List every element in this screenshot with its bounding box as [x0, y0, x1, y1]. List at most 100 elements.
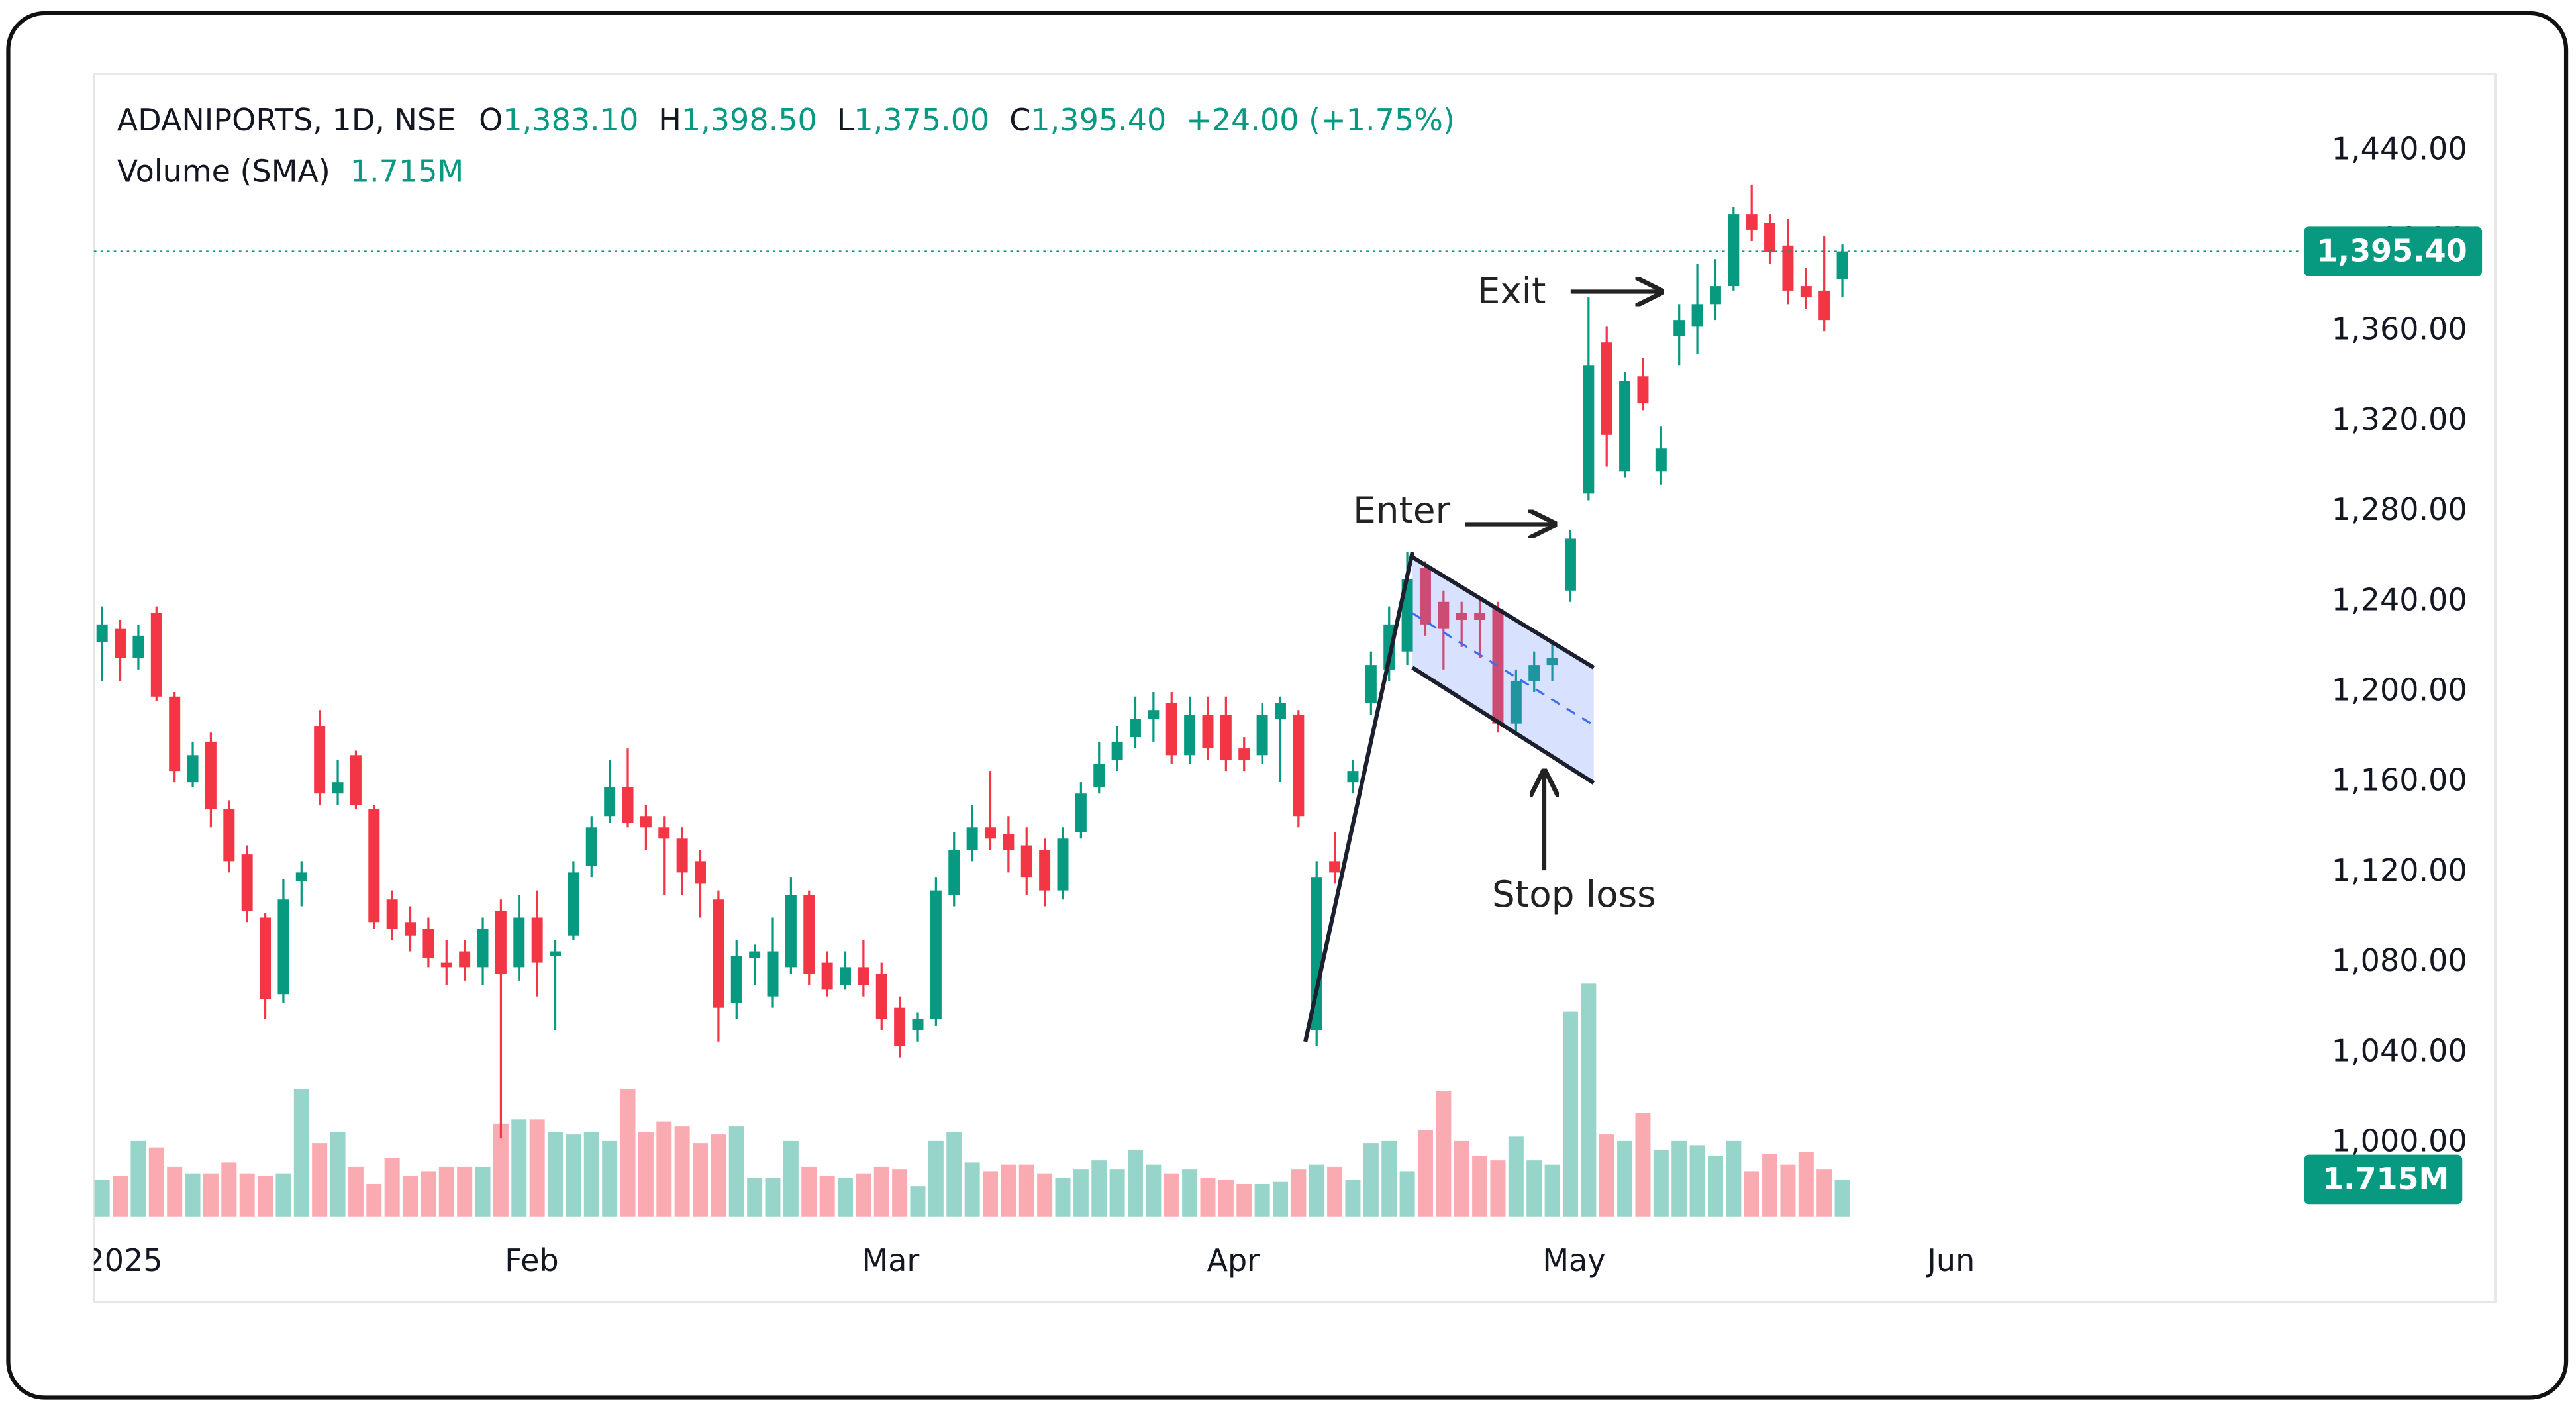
volume-bar: [1236, 1183, 1252, 1217]
candle-body: [1165, 703, 1177, 756]
candle-body: [1818, 290, 1830, 321]
y-tick-label: 1,120.00: [2332, 852, 2467, 888]
candle-body: [440, 962, 452, 968]
candle-body: [1691, 304, 1703, 327]
volume-bar: [1327, 1166, 1343, 1217]
volume-bar: [1399, 1171, 1415, 1217]
candle-body: [1293, 715, 1305, 817]
volume-bar: [1635, 1113, 1651, 1217]
ohlc-key: C: [1009, 102, 1030, 138]
candle-body: [894, 1007, 906, 1046]
candle-body: [96, 624, 108, 643]
volume-bar: [1526, 1160, 1542, 1217]
volume-bar: [819, 1175, 835, 1217]
volume-bar: [1091, 1160, 1107, 1217]
candle-body: [513, 917, 525, 968]
candle-body: [1546, 658, 1558, 666]
volume-bar: [384, 1158, 400, 1217]
candle-body: [205, 741, 217, 810]
candle-body: [640, 816, 652, 828]
volume-bar: [511, 1119, 527, 1217]
y-tick-label: 1,280.00: [2332, 491, 2467, 527]
volume-bar: [1581, 983, 1597, 1217]
volume-bar: [620, 1089, 636, 1217]
candle-body: [1075, 793, 1087, 832]
volume-bar: [1816, 1169, 1832, 1217]
candle-body: [749, 951, 761, 958]
volume-bar: [602, 1140, 618, 1217]
candle-body: [803, 895, 815, 974]
volume-bar: [1272, 1181, 1288, 1217]
volume-bar: [1254, 1183, 1270, 1217]
candle-body: [1836, 251, 1848, 279]
candle-body: [713, 899, 724, 1008]
y-tick-label: 1,240.00: [2332, 581, 2467, 617]
flag-channel: [1412, 557, 1594, 783]
volume-bar: [892, 1169, 908, 1217]
volume-bar: [964, 1162, 980, 1217]
volume-bar: [1762, 1154, 1778, 1217]
candle-body: [115, 628, 126, 658]
volume-bar: [1617, 1140, 1633, 1217]
candle-body: [1274, 703, 1286, 719]
ohlc-value: 1,375.00: [854, 102, 989, 138]
x-axis: 2025 Feb Mar Apr May Jun: [85, 1242, 1975, 1278]
ohlc-value: 1,383.10: [503, 102, 638, 138]
volume-bar: [1726, 1140, 1742, 1217]
candle-body: [495, 911, 507, 974]
volume-bar: [1689, 1145, 1705, 1217]
volume-bar: [566, 1134, 581, 1217]
candle-body: [585, 827, 597, 866]
volume-bar: [203, 1173, 219, 1217]
candle-body: [550, 951, 562, 956]
x-tick-label: 2025: [85, 1242, 162, 1278]
last-price-box: [2304, 226, 2483, 276]
axes: 1,000.00 1,040.00 1,080.00 1,120.00 1,160.00…: [93, 130, 2483, 1205]
candle-body: [295, 872, 307, 881]
legend-row: ADANIPORTS, 1D, NSE O1,383.10 H1,398.50 L1,…: [117, 102, 1455, 138]
volume-bar: [1146, 1164, 1162, 1217]
candle-body: [1673, 320, 1685, 336]
volume-bar: [693, 1143, 709, 1217]
candle-body: [1148, 710, 1160, 719]
volume-bar: [366, 1183, 382, 1217]
ohlc-value: 1,395.40: [1030, 102, 1166, 138]
volume-bar: [1073, 1169, 1089, 1217]
x-tick-label: Jun: [1925, 1242, 1975, 1278]
candle-body: [1528, 665, 1540, 681]
candle-body: [1220, 715, 1232, 760]
volume-bar: [838, 1178, 854, 1217]
volume-bar: [856, 1173, 871, 1217]
candle-body: [1746, 214, 1758, 230]
volume-bar: [148, 1147, 164, 1217]
volume-bar: [167, 1166, 183, 1217]
candle-body: [169, 696, 181, 772]
candle-body: [531, 917, 543, 963]
candle-body: [785, 895, 797, 968]
chart-panel: [92, 73, 2497, 1304]
candle-body: [948, 850, 960, 895]
volume-bar: [1381, 1140, 1397, 1217]
volume-bar: [275, 1173, 291, 1217]
volume-bar: [185, 1173, 201, 1217]
volume-bar: [1653, 1149, 1669, 1217]
candle-body: [1438, 601, 1450, 629]
y-tick-label: 1,000.00: [2332, 1123, 2467, 1158]
volume-bar: [711, 1134, 726, 1217]
volume-bar: [1707, 1156, 1723, 1217]
volume-bar: [1472, 1156, 1488, 1217]
price-pane: [96, 184, 1848, 1139]
y-tick-label: 1,080.00: [2332, 942, 2467, 978]
volume-bar: [1018, 1164, 1034, 1217]
x-tick-label: Apr: [1207, 1242, 1260, 1278]
volume-bar: [529, 1119, 545, 1217]
candle-body: [1419, 568, 1431, 625]
volume-bar: [548, 1132, 564, 1217]
y-tick-label: 1,040.00: [2332, 1032, 2467, 1068]
candle-body: [1057, 838, 1069, 891]
symbol: ADANIPORTS, 1D, NSE: [117, 102, 456, 138]
volume-bar: [348, 1166, 364, 1217]
candle-body: [332, 782, 344, 794]
change: +24.00 (+1.75%): [1186, 102, 1455, 138]
candle-body: [1020, 845, 1032, 878]
